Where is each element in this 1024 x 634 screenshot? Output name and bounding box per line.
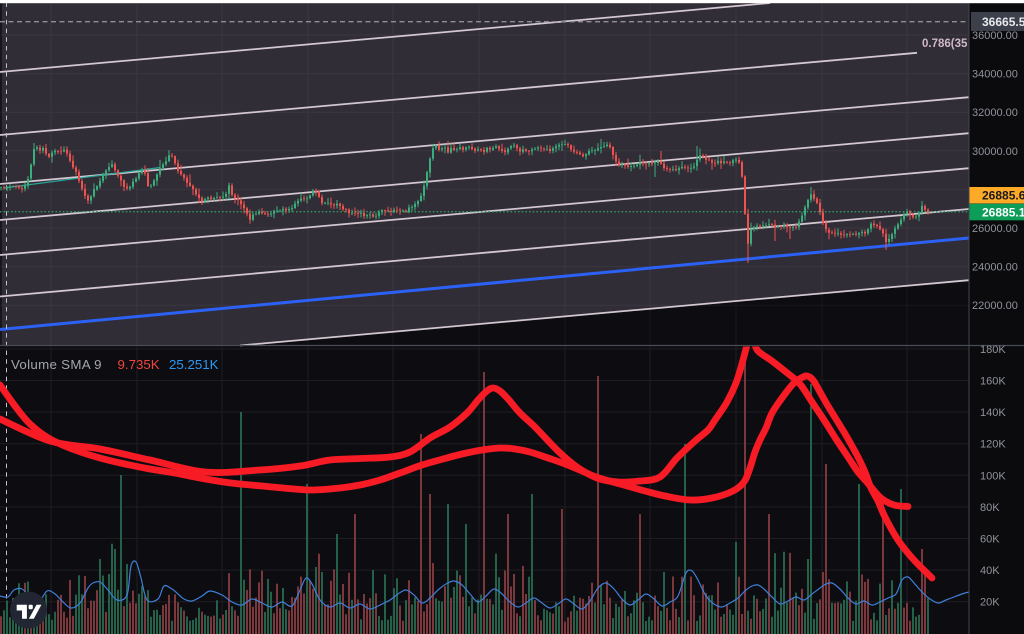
svg-text:0.786(35: 0.786(35 bbox=[922, 38, 968, 50]
svg-text:80K: 80K bbox=[980, 502, 1000, 514]
svg-text:100K: 100K bbox=[980, 470, 1006, 482]
svg-text:9.735K: 9.735K bbox=[118, 357, 160, 372]
svg-text:120K: 120K bbox=[980, 439, 1006, 451]
svg-text:26000.00: 26000.00 bbox=[972, 223, 1018, 235]
svg-text:20K: 20K bbox=[980, 597, 1000, 609]
svg-text:40K: 40K bbox=[980, 565, 1000, 577]
svg-text:26885.18: 26885.18 bbox=[982, 205, 1024, 219]
svg-text:24000.00: 24000.00 bbox=[972, 262, 1018, 274]
svg-text:160K: 160K bbox=[980, 376, 1006, 388]
svg-text:22000.00: 22000.00 bbox=[972, 300, 1018, 312]
svg-text:Volume SMA 9: Volume SMA 9 bbox=[11, 357, 102, 372]
svg-text:26885.69: 26885.69 bbox=[982, 189, 1024, 203]
svg-text:30000.00: 30000.00 bbox=[972, 146, 1018, 158]
svg-text:25.251K: 25.251K bbox=[169, 357, 219, 372]
svg-text:32000.00: 32000.00 bbox=[972, 107, 1018, 119]
svg-text:180K: 180K bbox=[980, 344, 1006, 356]
svg-text:140K: 140K bbox=[980, 407, 1006, 419]
svg-text:34000.00: 34000.00 bbox=[972, 69, 1018, 81]
svg-text:60K: 60K bbox=[980, 534, 1000, 546]
svg-text:36000.00: 36000.00 bbox=[972, 30, 1018, 42]
svg-text:36665.56: 36665.56 bbox=[982, 15, 1024, 29]
